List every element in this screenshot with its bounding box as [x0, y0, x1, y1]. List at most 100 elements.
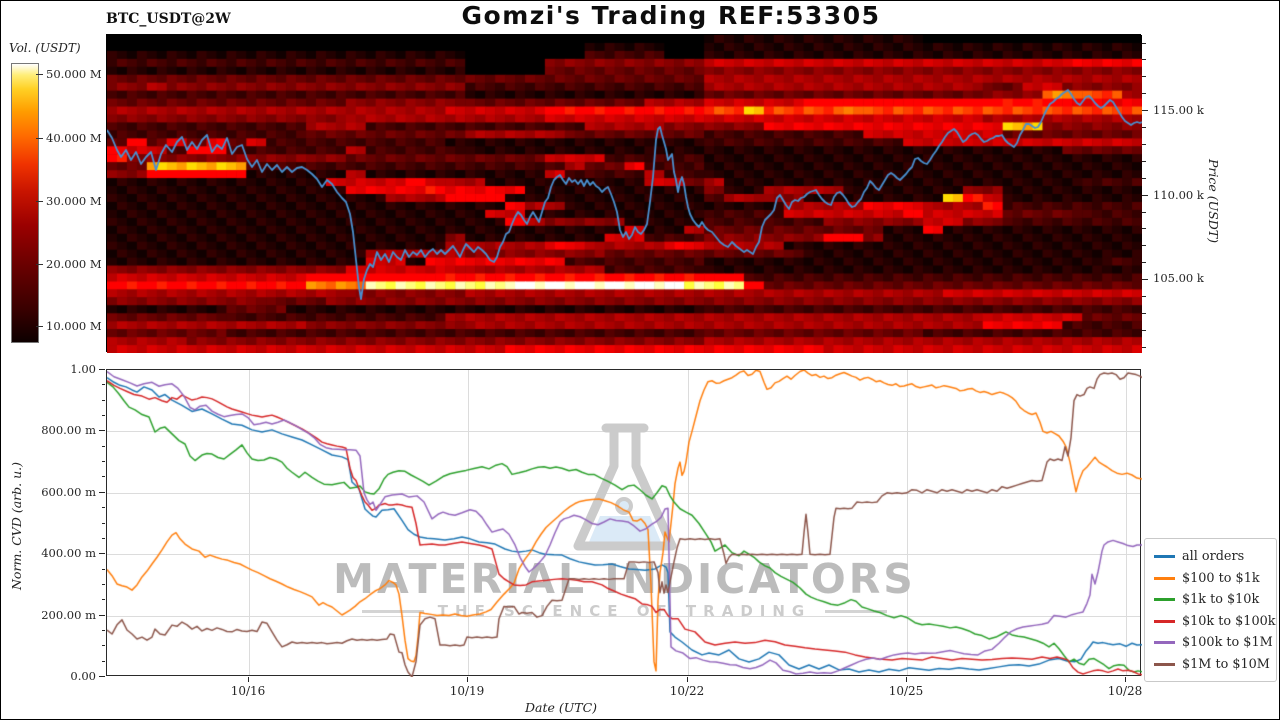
colorbar-tick	[36, 74, 43, 75]
cvd-y-tick	[99, 676, 105, 677]
cvd-y-tick	[101, 476, 105, 477]
colorbar-tick	[36, 201, 43, 202]
cvd-y-tick-label: 800.00 m	[41, 423, 96, 437]
colorbar-tick	[36, 264, 43, 265]
cvd-x-tick-label: 10/16	[230, 684, 266, 698]
cvd-y-tick	[101, 446, 105, 447]
cvd-y-tick-label: 200.00 m	[41, 608, 96, 622]
volume-heatmap-canvas	[107, 35, 1142, 353]
cvd-x-tick-label: 10/28	[1107, 684, 1143, 698]
cvd-y-tick	[101, 538, 105, 539]
cvd-y-tick	[99, 615, 105, 616]
price-axis-tick	[1142, 296, 1146, 297]
cvd-y-tick-label: 600.00 m	[41, 485, 96, 499]
heatmap-panel	[106, 34, 1142, 353]
price-axis-tick	[1142, 43, 1146, 44]
colorbar-tick-label: 30.000 M	[46, 194, 102, 208]
price-axis-tick	[1142, 59, 1146, 60]
legend-label: all orders	[1182, 549, 1245, 565]
colorbar-tick-label: 40.000 M	[46, 131, 102, 145]
cvd-y-axis-title: Norm. CVD (arb. u.)	[9, 462, 24, 590]
volume-colorbar	[11, 63, 39, 343]
cvd-y-tick	[101, 645, 105, 646]
legend-item: $100k to $1M	[1154, 632, 1273, 654]
cvd-x-tick-label: 10/25	[888, 684, 924, 698]
price-axis-label: 105.00 k	[1153, 271, 1204, 285]
colorbar-tick-label: 50.000 M	[46, 67, 102, 81]
price-axis-label: 115.00 k	[1153, 103, 1204, 117]
legend-item: $10k to $100k	[1154, 611, 1275, 633]
price-axis-tick	[1142, 245, 1146, 246]
cvd-y-tick	[99, 492, 105, 493]
legend-swatch	[1154, 576, 1175, 580]
cvd-lines-canvas	[107, 370, 1142, 677]
cvd-x-tick	[687, 677, 688, 682]
price-axis-tick	[1142, 262, 1146, 263]
price-axis-tick	[1142, 195, 1148, 196]
legend-swatch	[1154, 555, 1175, 559]
legend-label: $100k to $1M	[1182, 635, 1273, 651]
cvd-y-tick	[101, 461, 105, 462]
colorbar-tick	[36, 326, 43, 327]
price-axis-tick	[1142, 110, 1148, 111]
price-axis-tick	[1142, 76, 1146, 77]
cvd-x-tick	[467, 677, 468, 682]
price-axis-title: Price (USDT)	[1206, 159, 1221, 243]
symbol-label: BTC_USDT@2W	[106, 11, 231, 27]
legend-swatch	[1154, 662, 1175, 666]
cvd-y-tick-label: 0.00	[70, 669, 96, 683]
legend-swatch	[1154, 641, 1175, 645]
colorbar-tick	[36, 138, 43, 139]
price-axis-tick	[1142, 347, 1146, 348]
cvd-y-tick-label: 400.00 m	[41, 546, 96, 560]
price-axis-tick	[1142, 144, 1146, 145]
cvd-x-tick	[906, 677, 907, 682]
legend-label: $1k to $10k	[1182, 592, 1260, 608]
cvd-y-tick	[101, 415, 105, 416]
price-axis-tick	[1142, 279, 1148, 280]
page-title: Gomzi's Trading REF:53305	[461, 1, 881, 30]
cvd-x-tick-label: 10/22	[669, 684, 705, 698]
legend-swatch	[1154, 619, 1175, 623]
cvd-y-tick-label: 1.00	[70, 362, 96, 376]
legend-item: $100 to $1k	[1154, 568, 1268, 590]
price-axis-tick	[1142, 330, 1146, 331]
price-axis-tick	[1142, 178, 1146, 179]
colorbar-tick-label: 10.000 M	[46, 319, 102, 333]
cvd-y-tick	[101, 384, 105, 385]
cvd-x-axis-title: Date (UTC)	[524, 700, 598, 715]
legend-label: $100 to $1k	[1182, 570, 1260, 586]
price-axis-tick	[1142, 93, 1146, 94]
cvd-x-tick	[248, 677, 249, 682]
legend-item: $1M to $10M	[1154, 654, 1270, 676]
price-axis-tick	[1142, 212, 1146, 213]
cvd-y-tick	[101, 584, 105, 585]
cvd-x-tick-label: 10/19	[449, 684, 485, 698]
cvd-y-tick	[101, 400, 105, 401]
colorbar-title: Vol. (USDT)	[9, 41, 81, 55]
cvd-y-tick	[101, 523, 105, 524]
cvd-y-tick	[99, 553, 105, 554]
cvd-y-tick	[99, 430, 105, 431]
cvd-y-tick	[101, 661, 105, 662]
cvd-y-tick	[101, 569, 105, 570]
cvd-y-tick	[101, 507, 105, 508]
price-axis-label: 110.00 k	[1153, 188, 1204, 202]
cvd-y-tick	[99, 369, 105, 370]
legend-label: $10k to $100k	[1182, 613, 1276, 629]
colorbar-tick-label: 20.000 M	[46, 257, 102, 271]
legend-swatch	[1154, 598, 1175, 602]
price-axis-tick	[1142, 127, 1146, 128]
price-axis-tick	[1142, 313, 1146, 314]
price-axis-tick	[1142, 228, 1146, 229]
price-axis-tick	[1142, 161, 1146, 162]
legend-item: all orders	[1154, 546, 1268, 568]
legend-label: $1M to $10M	[1182, 656, 1270, 672]
legend: all orders $100 to $1k $1k to $10k $10k to …	[1144, 538, 1277, 682]
legend-item: $1k to $10k	[1154, 589, 1268, 611]
cvd-y-tick	[101, 630, 105, 631]
cvd-x-tick	[1125, 677, 1126, 682]
cvd-y-tick	[101, 599, 105, 600]
cvd-panel: MATERIAL INDICATORS THE SCIENCE OF TRADI…	[106, 369, 1142, 677]
